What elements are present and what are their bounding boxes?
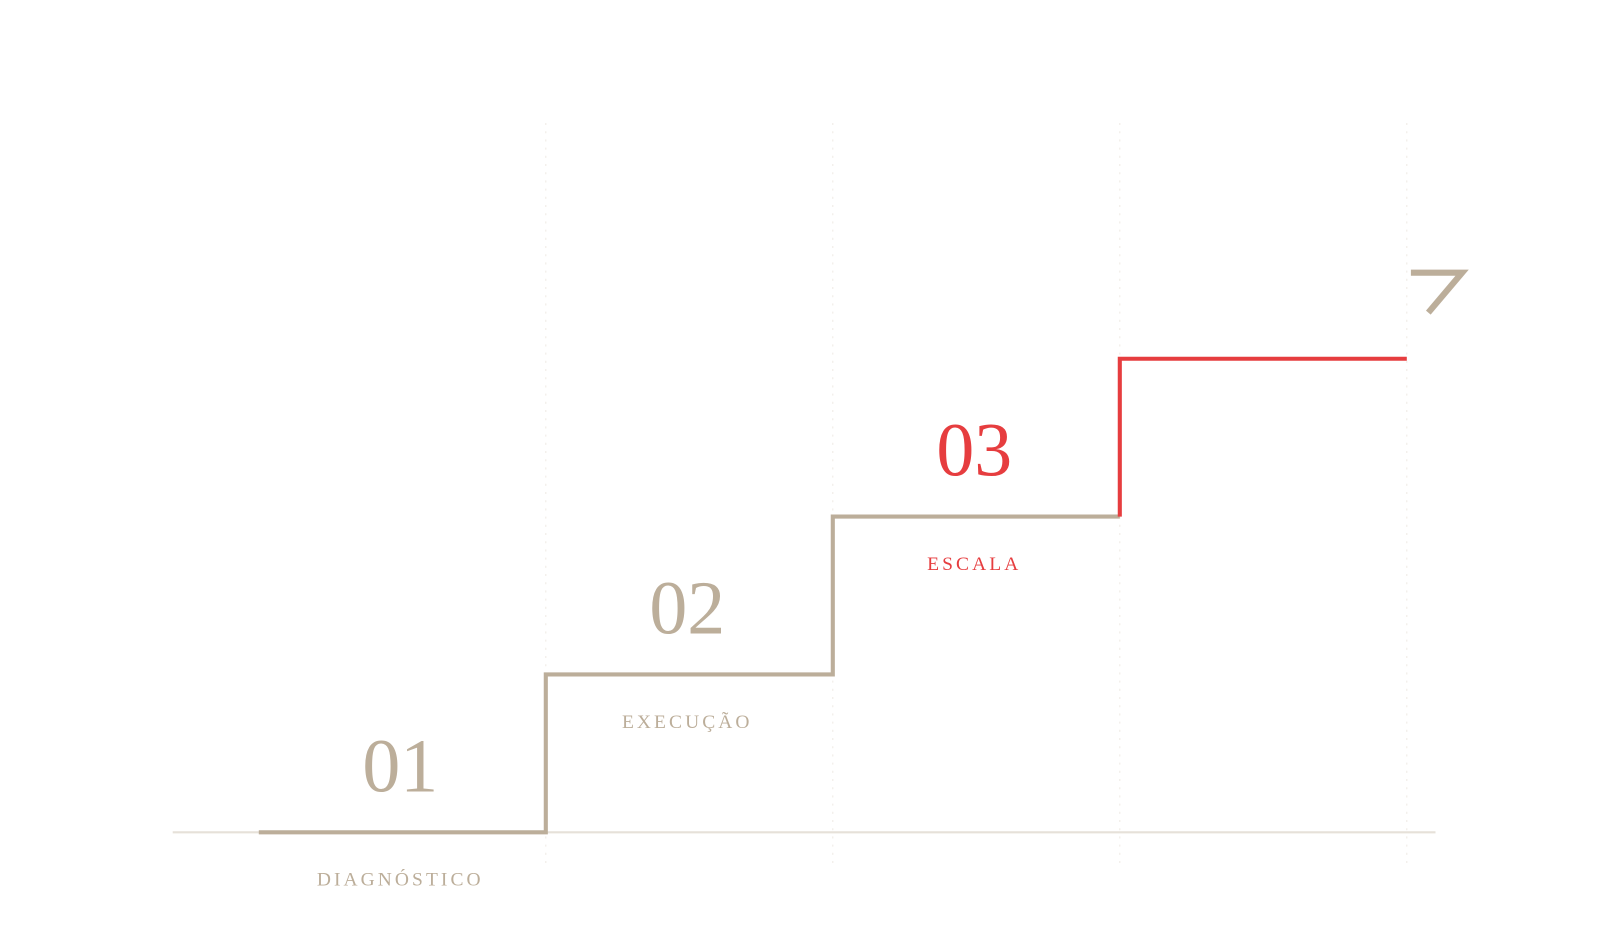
- step-label: ESCALA: [927, 554, 1021, 575]
- step-number: 03: [936, 409, 1012, 493]
- step-path: [258, 514, 1120, 835]
- arrow-icon: [1410, 269, 1469, 315]
- step-label: EXECUÇÃO: [622, 711, 753, 733]
- column-guides: [545, 122, 1408, 867]
- step-number: 01: [362, 724, 438, 808]
- step-label: DIAGNÓSTICO: [317, 869, 484, 891]
- step-number: 02: [649, 566, 725, 650]
- step-path-active: [1117, 356, 1407, 517]
